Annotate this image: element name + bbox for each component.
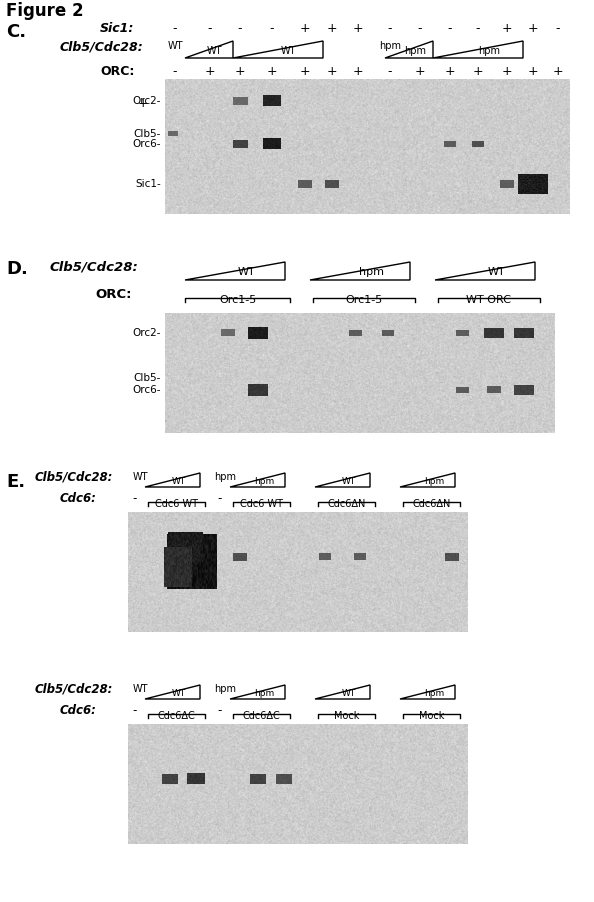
Text: Sic1-: Sic1- <box>135 179 161 189</box>
Text: +: + <box>552 65 563 78</box>
Text: Clb5/Cdc28:: Clb5/Cdc28: <box>50 260 139 273</box>
Text: WT: WT <box>238 267 256 277</box>
Text: WT: WT <box>342 476 356 485</box>
Text: +: + <box>205 65 215 78</box>
Text: Cdc6ΔC: Cdc6ΔC <box>157 711 195 721</box>
Text: hpm: hpm <box>214 684 236 694</box>
Text: +: + <box>353 65 364 78</box>
Text: -: - <box>418 22 422 35</box>
Text: -: - <box>388 65 392 78</box>
Text: +: + <box>235 65 245 78</box>
Text: WT: WT <box>281 45 296 56</box>
Text: hpm: hpm <box>424 688 444 697</box>
Text: +: + <box>327 22 337 35</box>
Text: Cdc6ΔC: Cdc6ΔC <box>242 711 280 721</box>
Text: Orc2-: Orc2- <box>132 96 161 106</box>
Text: +: + <box>527 65 538 78</box>
Text: E.: E. <box>6 473 25 491</box>
Text: +: + <box>353 22 364 35</box>
Text: C.: C. <box>6 23 26 41</box>
Text: Orc1-5: Orc1-5 <box>219 295 256 305</box>
Text: -: - <box>238 22 242 35</box>
Text: +: + <box>267 65 277 78</box>
Text: +: + <box>138 97 148 110</box>
Text: hpm: hpm <box>254 688 274 697</box>
Text: Orc6-: Orc6- <box>132 385 161 395</box>
Text: -: - <box>218 704 222 717</box>
Text: Clb5-: Clb5- <box>134 129 161 139</box>
Text: hpm: hpm <box>478 45 500 56</box>
Text: Figure 2: Figure 2 <box>6 2 84 20</box>
Text: Clb5/Cdc28:: Clb5/Cdc28: <box>60 40 144 53</box>
Text: Cdc6:: Cdc6: <box>60 704 97 717</box>
Text: -: - <box>173 22 177 35</box>
Text: -: - <box>218 492 222 505</box>
Text: hpm: hpm <box>424 476 444 485</box>
Text: +: + <box>445 65 456 78</box>
Text: Cdc6:: Cdc6: <box>60 492 97 505</box>
Text: hpm: hpm <box>214 472 236 482</box>
Text: hpm: hpm <box>254 476 274 485</box>
Text: Cdc6 WT: Cdc6 WT <box>240 499 283 509</box>
Text: Clb5-: Clb5- <box>134 373 161 383</box>
Text: Orc6-: Orc6- <box>132 139 161 149</box>
Text: -: - <box>133 492 137 505</box>
Text: WT: WT <box>207 45 223 56</box>
Text: Orc2-: Orc2- <box>132 328 161 338</box>
Text: +: + <box>300 22 310 35</box>
Text: +: + <box>300 65 310 78</box>
Text: WT: WT <box>488 267 506 277</box>
Text: WT: WT <box>132 684 148 694</box>
Text: ORC:: ORC: <box>100 65 134 78</box>
Text: +: + <box>502 22 512 35</box>
Text: Cdc6ΔN: Cdc6ΔN <box>327 499 366 509</box>
Text: +: + <box>473 65 484 78</box>
Text: D.: D. <box>6 260 28 278</box>
Text: Mock: Mock <box>419 711 444 721</box>
Text: -: - <box>448 22 452 35</box>
Text: +: + <box>327 65 337 78</box>
Text: Clb5/Cdc28:: Clb5/Cdc28: <box>35 683 113 696</box>
Text: hpm: hpm <box>404 45 426 56</box>
Text: +: + <box>527 22 538 35</box>
Text: -: - <box>208 22 212 35</box>
Text: Cdc6 WT: Cdc6 WT <box>155 499 198 509</box>
Text: -: - <box>388 22 392 35</box>
Text: Mock: Mock <box>334 711 359 721</box>
Text: Clb5/Cdc28:: Clb5/Cdc28: <box>35 471 113 484</box>
Text: WT: WT <box>342 688 356 697</box>
Text: hpm: hpm <box>359 267 384 277</box>
Text: Cdc6ΔN: Cdc6ΔN <box>412 499 451 509</box>
Text: Orc1-5: Orc1-5 <box>345 295 383 305</box>
Text: ORC:: ORC: <box>95 288 131 301</box>
Text: hpm: hpm <box>379 41 401 51</box>
Text: -: - <box>556 22 560 35</box>
Text: +: + <box>502 65 512 78</box>
Text: +: + <box>415 65 425 78</box>
Text: Sic1:: Sic1: <box>100 22 134 35</box>
Text: WT: WT <box>132 472 148 482</box>
Text: WT: WT <box>172 476 187 485</box>
Text: -: - <box>173 65 177 78</box>
Text: -: - <box>270 22 274 35</box>
Text: -: - <box>133 704 137 717</box>
Text: WT ORC: WT ORC <box>466 295 511 305</box>
Text: -: - <box>476 22 481 35</box>
Text: WT: WT <box>168 41 183 51</box>
Text: WT: WT <box>172 688 187 697</box>
